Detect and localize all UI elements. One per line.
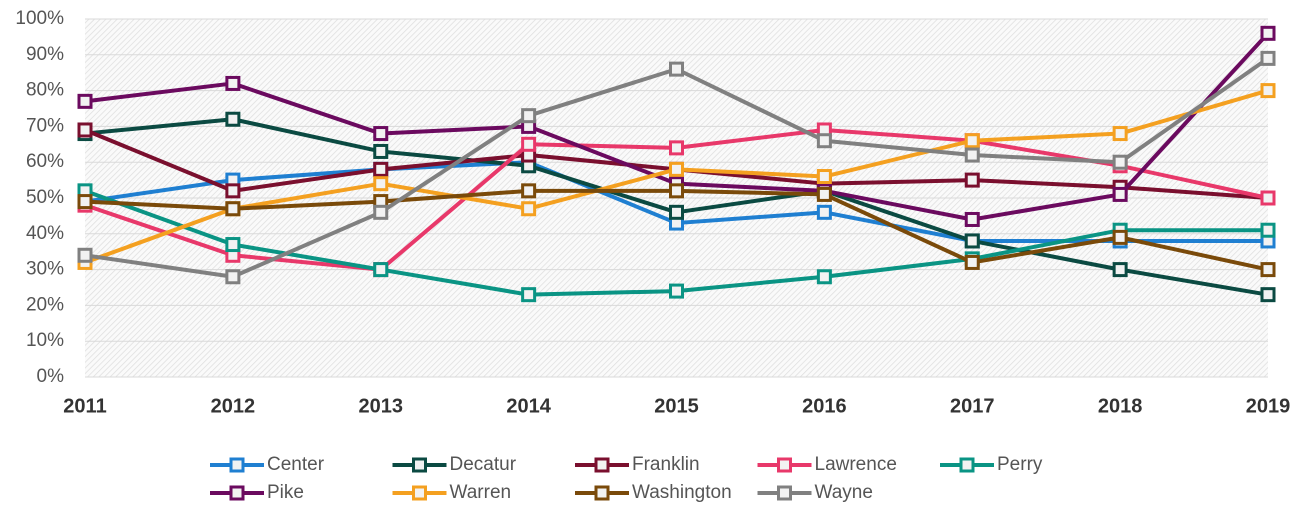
point-marker bbox=[964, 233, 980, 249]
x-tick-label: 2019 bbox=[1246, 395, 1291, 417]
point-marker bbox=[373, 176, 389, 192]
point-marker bbox=[373, 126, 389, 142]
point-marker bbox=[373, 143, 389, 159]
point-marker bbox=[1260, 287, 1276, 303]
point-marker bbox=[964, 254, 980, 270]
y-tick-label: 90% bbox=[26, 44, 64, 65]
point-marker bbox=[225, 183, 241, 199]
y-tick-label: 40% bbox=[26, 223, 64, 244]
x-tick-label: 2016 bbox=[802, 395, 847, 417]
legend-marker bbox=[959, 457, 975, 473]
point-marker bbox=[1260, 262, 1276, 278]
legend-marker bbox=[594, 457, 610, 473]
point-marker bbox=[77, 194, 93, 210]
point-marker bbox=[77, 247, 93, 263]
legend-label: Perry bbox=[997, 454, 1043, 475]
legend-label: Washington bbox=[632, 482, 732, 503]
legend-label: Warren bbox=[450, 482, 512, 503]
point-marker bbox=[669, 161, 684, 177]
point-marker bbox=[225, 75, 241, 91]
legend-label: Lawrence bbox=[815, 454, 897, 475]
point-marker bbox=[964, 172, 980, 188]
point-marker bbox=[669, 140, 684, 156]
point-marker bbox=[669, 283, 684, 299]
legend-label: Center bbox=[267, 454, 325, 475]
y-tick-label: 70% bbox=[26, 115, 64, 136]
point-marker bbox=[373, 204, 389, 220]
point-marker bbox=[225, 269, 241, 285]
x-tick-label: 2018 bbox=[1098, 395, 1143, 417]
point-marker bbox=[77, 93, 93, 109]
point-marker bbox=[1260, 50, 1276, 66]
x-tick-label: 2012 bbox=[211, 395, 256, 417]
point-marker bbox=[521, 287, 537, 303]
point-marker bbox=[816, 169, 832, 185]
point-marker bbox=[1112, 262, 1128, 278]
x-tick-label: 2014 bbox=[506, 395, 551, 417]
point-marker bbox=[373, 161, 389, 177]
point-marker bbox=[1112, 186, 1128, 202]
point-marker bbox=[1260, 222, 1276, 238]
legend-marker bbox=[229, 457, 245, 473]
y-tick-label: 100% bbox=[15, 8, 64, 29]
legend-label: Pike bbox=[267, 482, 304, 503]
point-marker bbox=[669, 204, 684, 220]
point-marker bbox=[816, 186, 832, 202]
y-tick-label: 0% bbox=[37, 366, 65, 387]
legend-marker bbox=[229, 485, 245, 501]
y-tick-label: 20% bbox=[26, 294, 64, 315]
legend-label: Decatur bbox=[450, 454, 517, 475]
legend-marker bbox=[412, 485, 427, 501]
x-tick-label: 2015 bbox=[654, 395, 699, 417]
legend-marker bbox=[777, 457, 792, 473]
point-marker bbox=[521, 201, 537, 217]
point-marker bbox=[964, 147, 980, 163]
point-marker bbox=[669, 183, 684, 199]
y-tick-label: 60% bbox=[26, 151, 64, 172]
point-marker bbox=[1260, 25, 1276, 41]
point-marker bbox=[225, 111, 241, 127]
point-marker bbox=[77, 122, 93, 138]
point-marker bbox=[373, 262, 389, 278]
y-tick-label: 10% bbox=[26, 330, 64, 351]
legend-marker bbox=[594, 485, 610, 501]
point-marker bbox=[1112, 126, 1128, 142]
point-marker bbox=[1260, 83, 1276, 99]
point-marker bbox=[964, 133, 980, 149]
legend-marker bbox=[412, 457, 427, 473]
point-marker bbox=[1112, 154, 1128, 170]
point-marker bbox=[816, 269, 832, 285]
point-marker bbox=[1112, 229, 1128, 245]
legend-marker bbox=[777, 485, 792, 501]
legend-label: Franklin bbox=[632, 454, 700, 475]
y-tick-label: 50% bbox=[26, 187, 64, 208]
y-tick-label: 30% bbox=[26, 259, 64, 280]
point-marker bbox=[1260, 190, 1276, 206]
y-tick-label: 80% bbox=[26, 80, 64, 101]
point-marker bbox=[521, 183, 537, 199]
point-marker bbox=[816, 133, 832, 149]
point-marker bbox=[669, 61, 684, 77]
x-tick-label: 2017 bbox=[950, 395, 995, 417]
point-marker bbox=[964, 211, 980, 227]
x-tick-label: 2013 bbox=[359, 395, 404, 417]
point-marker bbox=[521, 136, 537, 152]
point-marker bbox=[816, 204, 832, 220]
point-marker bbox=[225, 201, 241, 217]
point-marker bbox=[225, 237, 241, 253]
x-tick-label: 2011 bbox=[63, 395, 106, 417]
point-marker bbox=[521, 108, 537, 124]
legend-label: Wayne bbox=[815, 482, 873, 503]
